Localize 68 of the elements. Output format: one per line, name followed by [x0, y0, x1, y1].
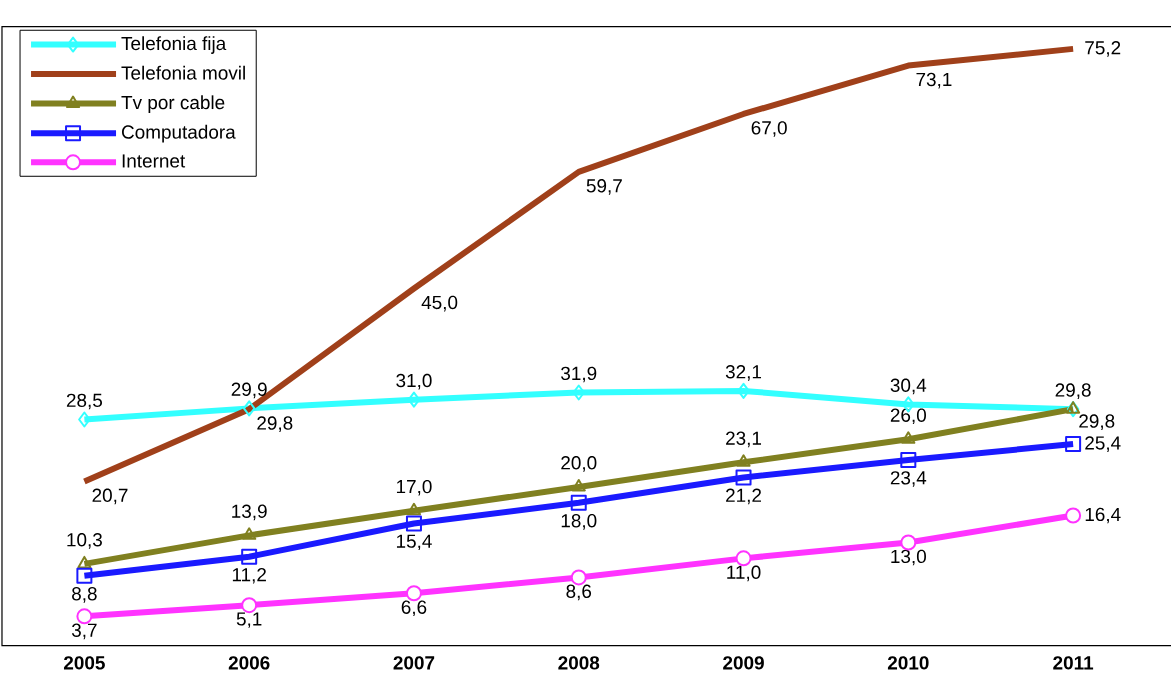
- legend-label: Telefonia fija: [121, 36, 227, 54]
- x-tick-label: 2007: [393, 656, 435, 670]
- data-label: 26,0: [890, 408, 926, 425]
- data-label: 6,6: [401, 600, 427, 617]
- point: [76, 567, 93, 584]
- point: [570, 494, 587, 511]
- point: [77, 555, 92, 569]
- x-tick-label: 2005: [63, 656, 105, 670]
- data-label: 73,1: [916, 72, 952, 89]
- legend-label: Computadora: [121, 124, 236, 143]
- data-label: 75,2: [1085, 41, 1121, 57]
- point: [406, 502, 422, 516]
- data-label: 20,0: [561, 456, 597, 472]
- x-tick-label: 2011: [1053, 656, 1094, 670]
- point: [572, 384, 585, 401]
- x-tick-label: 2006: [228, 656, 270, 670]
- x-tick-label: 2010: [887, 656, 929, 670]
- point: [405, 515, 422, 532]
- point: [241, 548, 258, 565]
- data-label: 13,9: [232, 504, 267, 521]
- legend-label: Tv por cable: [121, 95, 225, 113]
- data-label: 29,8: [257, 416, 293, 433]
- data-label: 29,8: [1079, 414, 1115, 431]
- x-tick-label: 2009: [723, 656, 764, 670]
- point: [1065, 507, 1082, 524]
- data-label: 11,0: [727, 565, 761, 582]
- data-label: 11,2: [232, 567, 266, 584]
- point: [1066, 401, 1080, 418]
- point: [571, 478, 586, 492]
- data-label: 67,0: [751, 121, 787, 137]
- point: [1065, 436, 1082, 453]
- point: [735, 469, 752, 486]
- data-label: 25,4: [1085, 436, 1121, 452]
- data-label: 59,7: [586, 179, 622, 195]
- point: [1066, 401, 1081, 414]
- legend-label: Internet: [122, 154, 186, 168]
- data-label: 21,2: [726, 488, 761, 505]
- data-label: 13,0: [891, 549, 926, 566]
- data-label: 23,4: [890, 471, 927, 487]
- point: [900, 451, 917, 468]
- data-label: 17,0: [396, 479, 432, 496]
- data-label: 28,5: [66, 393, 103, 410]
- data-label: 18,0: [561, 514, 597, 530]
- data-label: 8,8: [72, 587, 97, 603]
- data-label: 32,1: [725, 365, 762, 381]
- data-label: 45,0: [421, 295, 458, 312]
- legend-label: Telefonia movil: [121, 65, 245, 80]
- data-label: 5,1: [236, 612, 262, 628]
- data-label: 20,7: [92, 488, 128, 505]
- data-label: 31,0: [396, 373, 432, 390]
- data-label: 15,4: [396, 534, 432, 551]
- data-label: 8,6: [566, 584, 592, 601]
- data-label: 16,4: [1085, 507, 1121, 524]
- point: [407, 391, 421, 408]
- data-label: 31,9: [561, 366, 597, 383]
- point: [736, 454, 751, 467]
- data-label: 29,9: [231, 382, 267, 399]
- point: [242, 527, 257, 540]
- data-label: 29,8: [1055, 383, 1091, 399]
- data-label: 3,7: [71, 623, 97, 640]
- data-label: 23,1: [726, 431, 762, 448]
- x-tick-label: 2008: [558, 656, 600, 670]
- data-label: 10,3: [67, 533, 102, 549]
- data-label: 30,4: [890, 378, 927, 395]
- point: [242, 400, 256, 417]
- point: [901, 431, 916, 444]
- point: [78, 411, 91, 428]
- point: [737, 382, 750, 399]
